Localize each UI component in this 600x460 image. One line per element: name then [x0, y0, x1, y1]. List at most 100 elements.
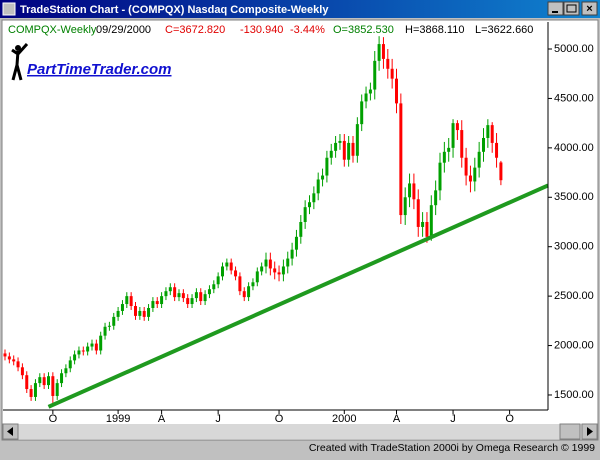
- candle-body: [186, 298, 190, 305]
- candle-body: [194, 292, 198, 299]
- candle-body: [277, 272, 281, 275]
- scrollbar: [2, 423, 598, 440]
- plot: [3, 36, 549, 409]
- candle-body: [173, 287, 177, 298]
- golfer: [11, 42, 29, 81]
- candle-body: [147, 307, 151, 317]
- high-value: H=3868.110: [405, 24, 464, 36]
- candle-body: [321, 175, 325, 180]
- candle-body: [221, 266, 224, 277]
- candle-body: [451, 123, 455, 148]
- candle-body: [7, 356, 11, 360]
- close-value: C=3672.820: [165, 24, 225, 36]
- candle-body: [416, 199, 420, 227]
- candle-body: [229, 262, 233, 271]
- y-tick-label: 3500.00: [554, 191, 594, 203]
- scroll-thumb[interactable]: [559, 423, 581, 440]
- candle-body: [190, 298, 194, 305]
- candle-body: [325, 157, 329, 176]
- candle-body: [368, 89, 372, 94]
- close-glyph: ×: [586, 3, 592, 15]
- candle-body: [177, 293, 181, 298]
- y-tick-label: 4000.00: [554, 142, 594, 154]
- candle-body: [107, 325, 111, 327]
- candle-body: [360, 101, 364, 125]
- candle-body: [199, 292, 203, 302]
- candle-body: [51, 376, 55, 396]
- candle-body: [77, 350, 81, 355]
- y-tick-label: 3000.00: [554, 241, 594, 253]
- arrow-left: [7, 427, 13, 436]
- candle-body: [381, 44, 385, 59]
- change-value: -130.940: [240, 24, 283, 36]
- candle-body: [299, 221, 303, 237]
- golfer-head: [15, 45, 21, 51]
- x-tick-label: 2000: [332, 413, 356, 425]
- candle-body: [125, 296, 129, 305]
- candle-body: [216, 276, 220, 285]
- candle-body: [312, 193, 316, 203]
- title-bar: [0, 0, 600, 18]
- candle-body: [268, 259, 272, 269]
- scroll-track[interactable]: [3, 424, 597, 439]
- candle-body: [242, 291, 246, 298]
- candle-body: [273, 268, 277, 273]
- candle-body: [68, 360, 72, 369]
- x-tick-label: O: [275, 413, 284, 425]
- maximize-button[interactable]: [563, 1, 580, 16]
- x-tick-label: O: [505, 413, 514, 425]
- candle-body: [160, 296, 164, 305]
- candle-body: [351, 142, 355, 156]
- symbol: COMPQX-Weekly: [8, 24, 97, 36]
- logo: PartTimeTrader.com: [11, 42, 172, 81]
- candle-body: [3, 353, 7, 357]
- x-tick-label: J: [450, 413, 456, 425]
- x-tick-label: A: [158, 413, 166, 425]
- candle-body: [90, 343, 94, 347]
- candle-body: [499, 162, 503, 181]
- x-tick-label: J: [215, 413, 221, 425]
- candle-body: [377, 44, 381, 61]
- candle-body: [142, 310, 146, 317]
- candle-body: [212, 284, 216, 290]
- candle-body: [429, 205, 433, 237]
- percent-change: -3.44%: [290, 24, 325, 36]
- candle-body: [281, 266, 285, 275]
- x-tick-label: 1999: [106, 413, 130, 425]
- candle-body: [247, 286, 251, 298]
- candle-body: [47, 376, 50, 386]
- candle-body: [168, 287, 172, 292]
- candle-body: [234, 270, 238, 277]
- candle-body: [16, 361, 20, 368]
- candle-body: [425, 221, 429, 237]
- candle-body: [251, 282, 255, 287]
- candle-body: [151, 301, 155, 308]
- candle-body: [434, 190, 438, 206]
- candle-body: [164, 291, 168, 297]
- open-value: O=3852.530: [333, 24, 394, 36]
- candle-body: [468, 175, 472, 182]
- candle-body: [399, 103, 403, 216]
- y-tick-label: 4500.00: [554, 92, 594, 104]
- candle-body: [99, 335, 103, 351]
- candle-body: [29, 389, 33, 397]
- candle-body: [464, 157, 468, 176]
- candle-body: [207, 289, 211, 295]
- header-line: COMPQX-Weekly 09/29/2000 C=3672.820 -130…: [8, 24, 533, 36]
- maximize-glyph: [566, 4, 577, 13]
- y-tick-label: 2500.00: [554, 290, 594, 302]
- candle-body: [338, 140, 342, 143]
- arrow-right: [587, 427, 593, 436]
- candle-body: [308, 202, 311, 208]
- candle-body: [473, 167, 477, 182]
- candle-body: [355, 124, 359, 156]
- candle-body: [73, 354, 77, 361]
- trendline: [47, 183, 549, 409]
- candle-body: [386, 58, 390, 69]
- close-button[interactable]: [581, 1, 598, 16]
- candle-body: [373, 60, 377, 90]
- candle-body: [60, 373, 64, 384]
- candle-body: [390, 68, 394, 79]
- minimize-button[interactable]: [547, 1, 564, 16]
